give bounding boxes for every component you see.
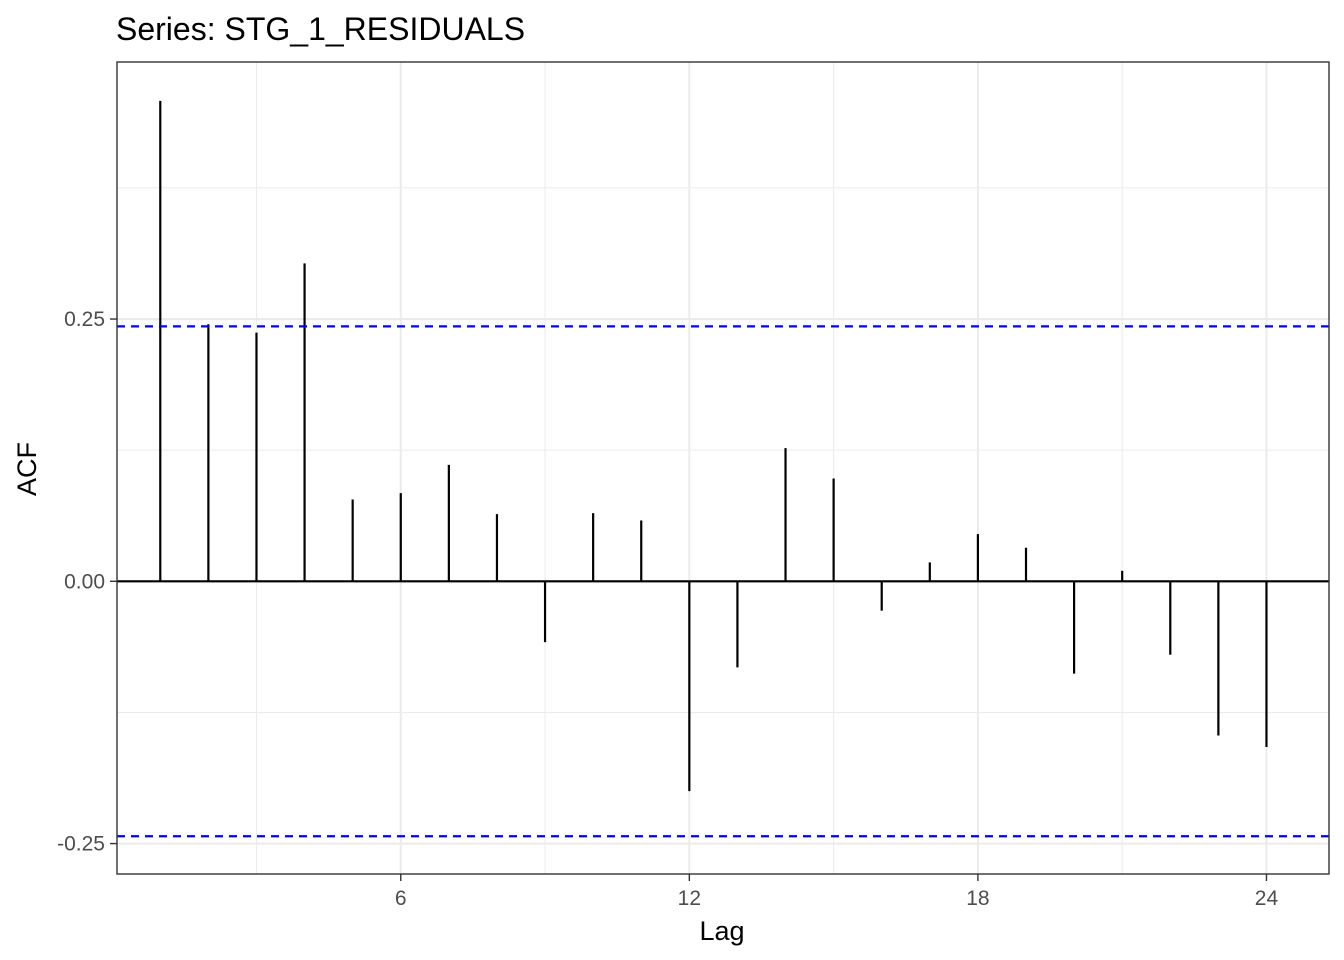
x-axis-title: Lag [699, 916, 744, 946]
panel-background [117, 62, 1329, 874]
y-tick-label: -0.25 [57, 833, 105, 856]
x-tick-label: 18 [966, 887, 989, 910]
x-tick-label: 6 [395, 887, 407, 910]
y-tick-label: 0.00 [64, 570, 105, 593]
plot-panel: -0.25 0.00 0.25 6 12 18 24 [57, 61, 1330, 910]
panel-border [116, 61, 1330, 875]
x-tick-label: 12 [678, 887, 701, 910]
y-axis-title: ACF [12, 442, 42, 496]
chart-title: Series: STG_1_RESIDUALS [116, 11, 525, 47]
y-tick-label: 0.25 [64, 308, 105, 331]
x-tick-label: 24 [1255, 887, 1279, 910]
